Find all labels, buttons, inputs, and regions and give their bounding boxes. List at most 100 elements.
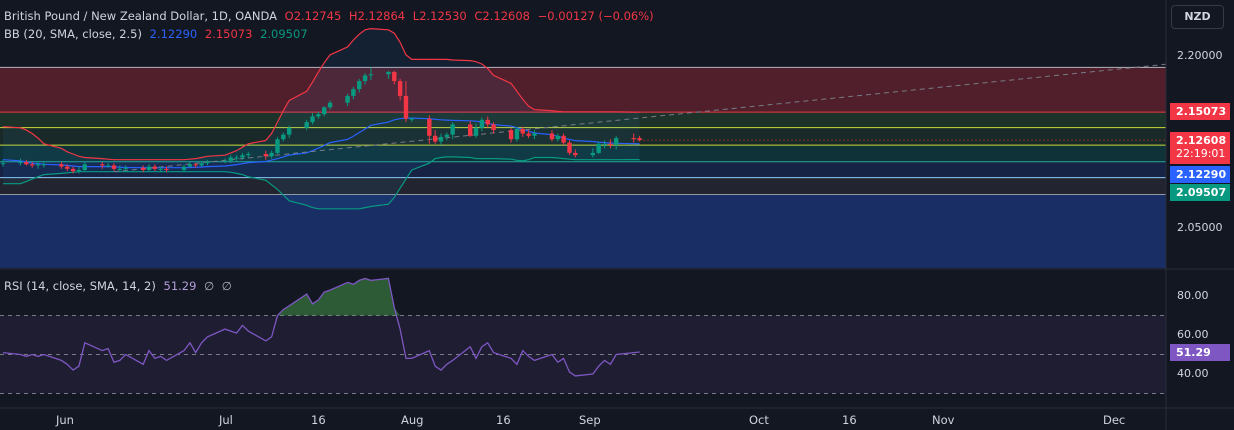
bb-basis-value: 2.12290: [149, 27, 198, 41]
candle-body: [193, 164, 198, 166]
bb-upper-price-tag: 2.15073: [1170, 103, 1230, 120]
candle-body: [520, 128, 525, 134]
legend-rsi[interactable]: RSI (14, close, SMA, 14, 2) 51.29 ∅ ∅: [4, 279, 236, 293]
candle-body: [35, 164, 41, 166]
candle-body: [397, 81, 403, 96]
candle-body: [70, 168, 76, 172]
candle-body: [316, 114, 321, 117]
candle-body: [567, 142, 572, 153]
candle-body: [526, 133, 531, 136]
candle-body: [123, 167, 128, 169]
candle-body: [450, 124, 455, 135]
candle-body: [275, 139, 280, 153]
candle-body: [24, 162, 29, 165]
time-label-jun: Jun: [56, 413, 74, 427]
rsi-tick-40: 40.00: [1177, 367, 1209, 380]
candle-body: [508, 130, 514, 140]
candle-body: [614, 138, 619, 145]
candle-body: [392, 71, 397, 82]
level-zone: [0, 145, 1166, 162]
candle-body: [146, 166, 152, 170]
ohlc-change: −0.00127 (−0.06%): [537, 9, 654, 23]
candle-body: [140, 167, 146, 170]
candle-body: [596, 143, 601, 153]
legend-symbol: British Pound / New Zealand Dollar, 1D, …: [4, 9, 658, 23]
candle-body: [362, 75, 368, 82]
time-label-nov: Nov: [932, 413, 955, 427]
candle-body: [18, 162, 23, 164]
candle-body: [468, 124, 473, 136]
candle-body: [444, 134, 450, 137]
candle-body: [386, 71, 391, 75]
candle-body: [181, 166, 187, 170]
price-pane: [0, 0, 1166, 268]
candle-body: [485, 119, 490, 125]
candle-body: [187, 164, 193, 167]
candle-body: [281, 134, 286, 140]
candle-body: [427, 118, 432, 136]
currency-button[interactable]: NZD: [1171, 5, 1224, 29]
bar-countdown: 22:19:01: [1176, 147, 1226, 160]
candle-body: [555, 135, 560, 140]
level-zone: [0, 194, 1166, 268]
candle-body: [246, 154, 251, 156]
candle-body: [514, 128, 520, 140]
candle-body: [322, 107, 327, 115]
ohlc-close: C2.12608: [474, 9, 530, 23]
candle-body: [549, 133, 555, 140]
last-price-value: 2.12608: [1176, 134, 1227, 147]
time-label-oct-16: 16: [842, 413, 857, 427]
last-price-tag: 2.12608 22:19:01: [1170, 132, 1230, 164]
time-label-sep: Sep: [579, 413, 601, 427]
bb-fill: [3, 28, 640, 209]
candle-body: [164, 168, 169, 170]
candle-body: [240, 155, 245, 158]
candle-body: [357, 81, 362, 90]
candle-body: [304, 122, 309, 128]
legend-bb[interactable]: BB (20, SMA, close, 2.5) 2.12290 2.15073…: [4, 27, 312, 41]
level-zone: [0, 67, 1166, 113]
symbol-title[interactable]: British Pound / New Zealand Dollar, 1D, …: [4, 9, 277, 23]
time-label-jul-16: 16: [311, 413, 326, 427]
time-label-dec: Dec: [1103, 413, 1126, 427]
candle-body: [631, 138, 636, 140]
candle-body: [286, 127, 292, 135]
rsi-band-fill: [0, 315, 1166, 394]
candle-body: [269, 152, 274, 157]
rsi-tick-80: 80.00: [1177, 289, 1209, 302]
time-label-jul: Jul: [219, 413, 233, 427]
candle-body: [310, 116, 315, 123]
price-tick-2-20: 2.20000: [1177, 49, 1223, 62]
bb-upper-line: [2, 27, 640, 161]
rsi-line: [2, 277, 640, 377]
candle-body: [327, 102, 333, 108]
bb-lower-value: 2.09507: [260, 27, 308, 41]
bb-lower-price-tag: 2.09507: [1170, 184, 1230, 201]
time-label-aug-16: 16: [496, 413, 511, 427]
candle-body: [573, 152, 578, 156]
candle-body: [345, 95, 350, 103]
level-zone: [0, 127, 1166, 146]
bb-basis-price-tag: 2.12290: [1170, 166, 1230, 183]
candle-body: [403, 95, 409, 119]
candle-body: [561, 135, 566, 143]
candle-body: [473, 127, 479, 136]
candle-body: [602, 143, 607, 145]
candle-body: [228, 157, 233, 161]
candle-body: [438, 136, 444, 142]
candle-body: [532, 133, 537, 136]
candle-body: [65, 166, 70, 169]
candle-body: [590, 152, 596, 156]
level-zone: [0, 161, 1166, 178]
candle-body: [59, 164, 64, 167]
candle-body: [105, 165, 111, 167]
candle-body: [432, 135, 438, 142]
candle-body: [158, 168, 163, 170]
ohlc-low: L2.12530: [412, 9, 467, 23]
rsi-extra-1: ∅: [204, 279, 215, 293]
candle-body: [608, 143, 613, 145]
candle-body: [263, 154, 268, 157]
candle-body: [30, 164, 35, 166]
candle-body: [222, 160, 228, 163]
